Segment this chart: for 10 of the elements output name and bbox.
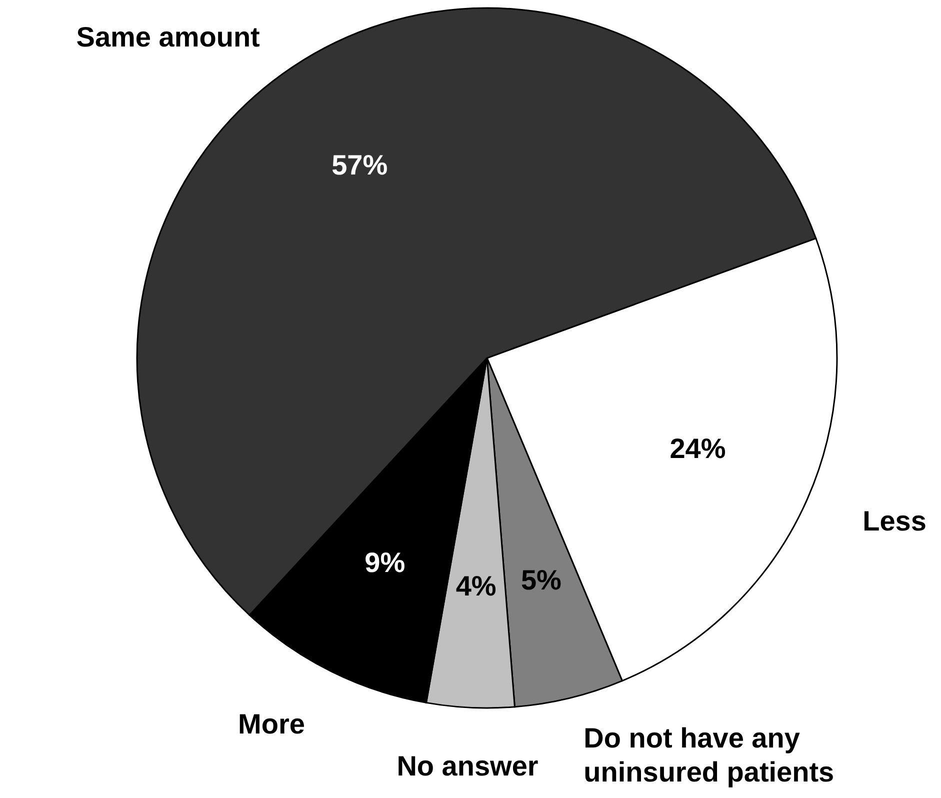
slice-label: Same amount [76,22,260,53]
slice-label: More [238,708,305,740]
data-label: 57% [332,150,388,181]
slice-label: Do not have any uninsured patients [584,722,834,788]
data-label: 4% [456,570,496,602]
data-label: 24% [670,433,726,464]
slice-label: No answer [396,750,538,782]
slice-label: Less [862,505,926,536]
data-label: 9% [364,547,406,578]
data-label: 5% [520,564,562,596]
